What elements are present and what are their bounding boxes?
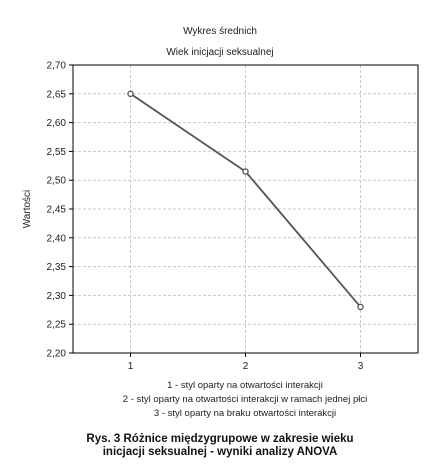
y-tick-label: 2,25 [47, 320, 67, 331]
x-tick-label: 3 [358, 361, 364, 372]
y-tick-label: 2,55 [47, 147, 67, 158]
y-tick-label: 2,65 [47, 89, 67, 100]
y-axis-ticks: 2,20 2,25 2,30 2,35 2,40 2,45 2,50 2,55 2,60 2,65… [47, 61, 73, 360]
y-tick-label: 2,60 [47, 118, 67, 129]
x-tick-label: 2 [243, 361, 249, 372]
data-point [357, 303, 364, 311]
y-tick-label: 2,70 [47, 61, 67, 72]
y-tick-label: 2,40 [47, 233, 67, 244]
legend-line-1: 1 - styl oparty na otwartości interakcji [167, 380, 323, 391]
y-axis-label: Wartości [22, 190, 33, 229]
y-tick-label: 2,45 [47, 205, 67, 216]
data-point [242, 168, 249, 175]
caption-line-2: inicjacji seksualnej - wyniki analizy AN… [103, 446, 338, 458]
data-point [127, 90, 134, 98]
y-tick-label: 2,35 [47, 262, 67, 273]
x-axis-ticks: 1 2 3 [128, 353, 364, 372]
y-tick-label: 2,30 [47, 291, 67, 302]
chart-subtitle: Wiek inicjacji seksualnej [166, 47, 273, 58]
y-tick-label: 2,20 [47, 349, 67, 360]
series [127, 90, 364, 311]
caption-line-1: Rys. 3 Różnice międzygrupowe w zakresie … [86, 433, 353, 445]
y-tick-label: 2,50 [47, 176, 67, 187]
grid [73, 65, 418, 353]
legend-line-3: 3 - styl oparty na braku otwartości inte… [154, 408, 336, 419]
chart-title: Wykres średnich [183, 26, 257, 37]
legend-line-2: 2 - styl oparty na otwartości interakcji… [123, 394, 367, 405]
x-tick-label: 1 [128, 361, 134, 372]
